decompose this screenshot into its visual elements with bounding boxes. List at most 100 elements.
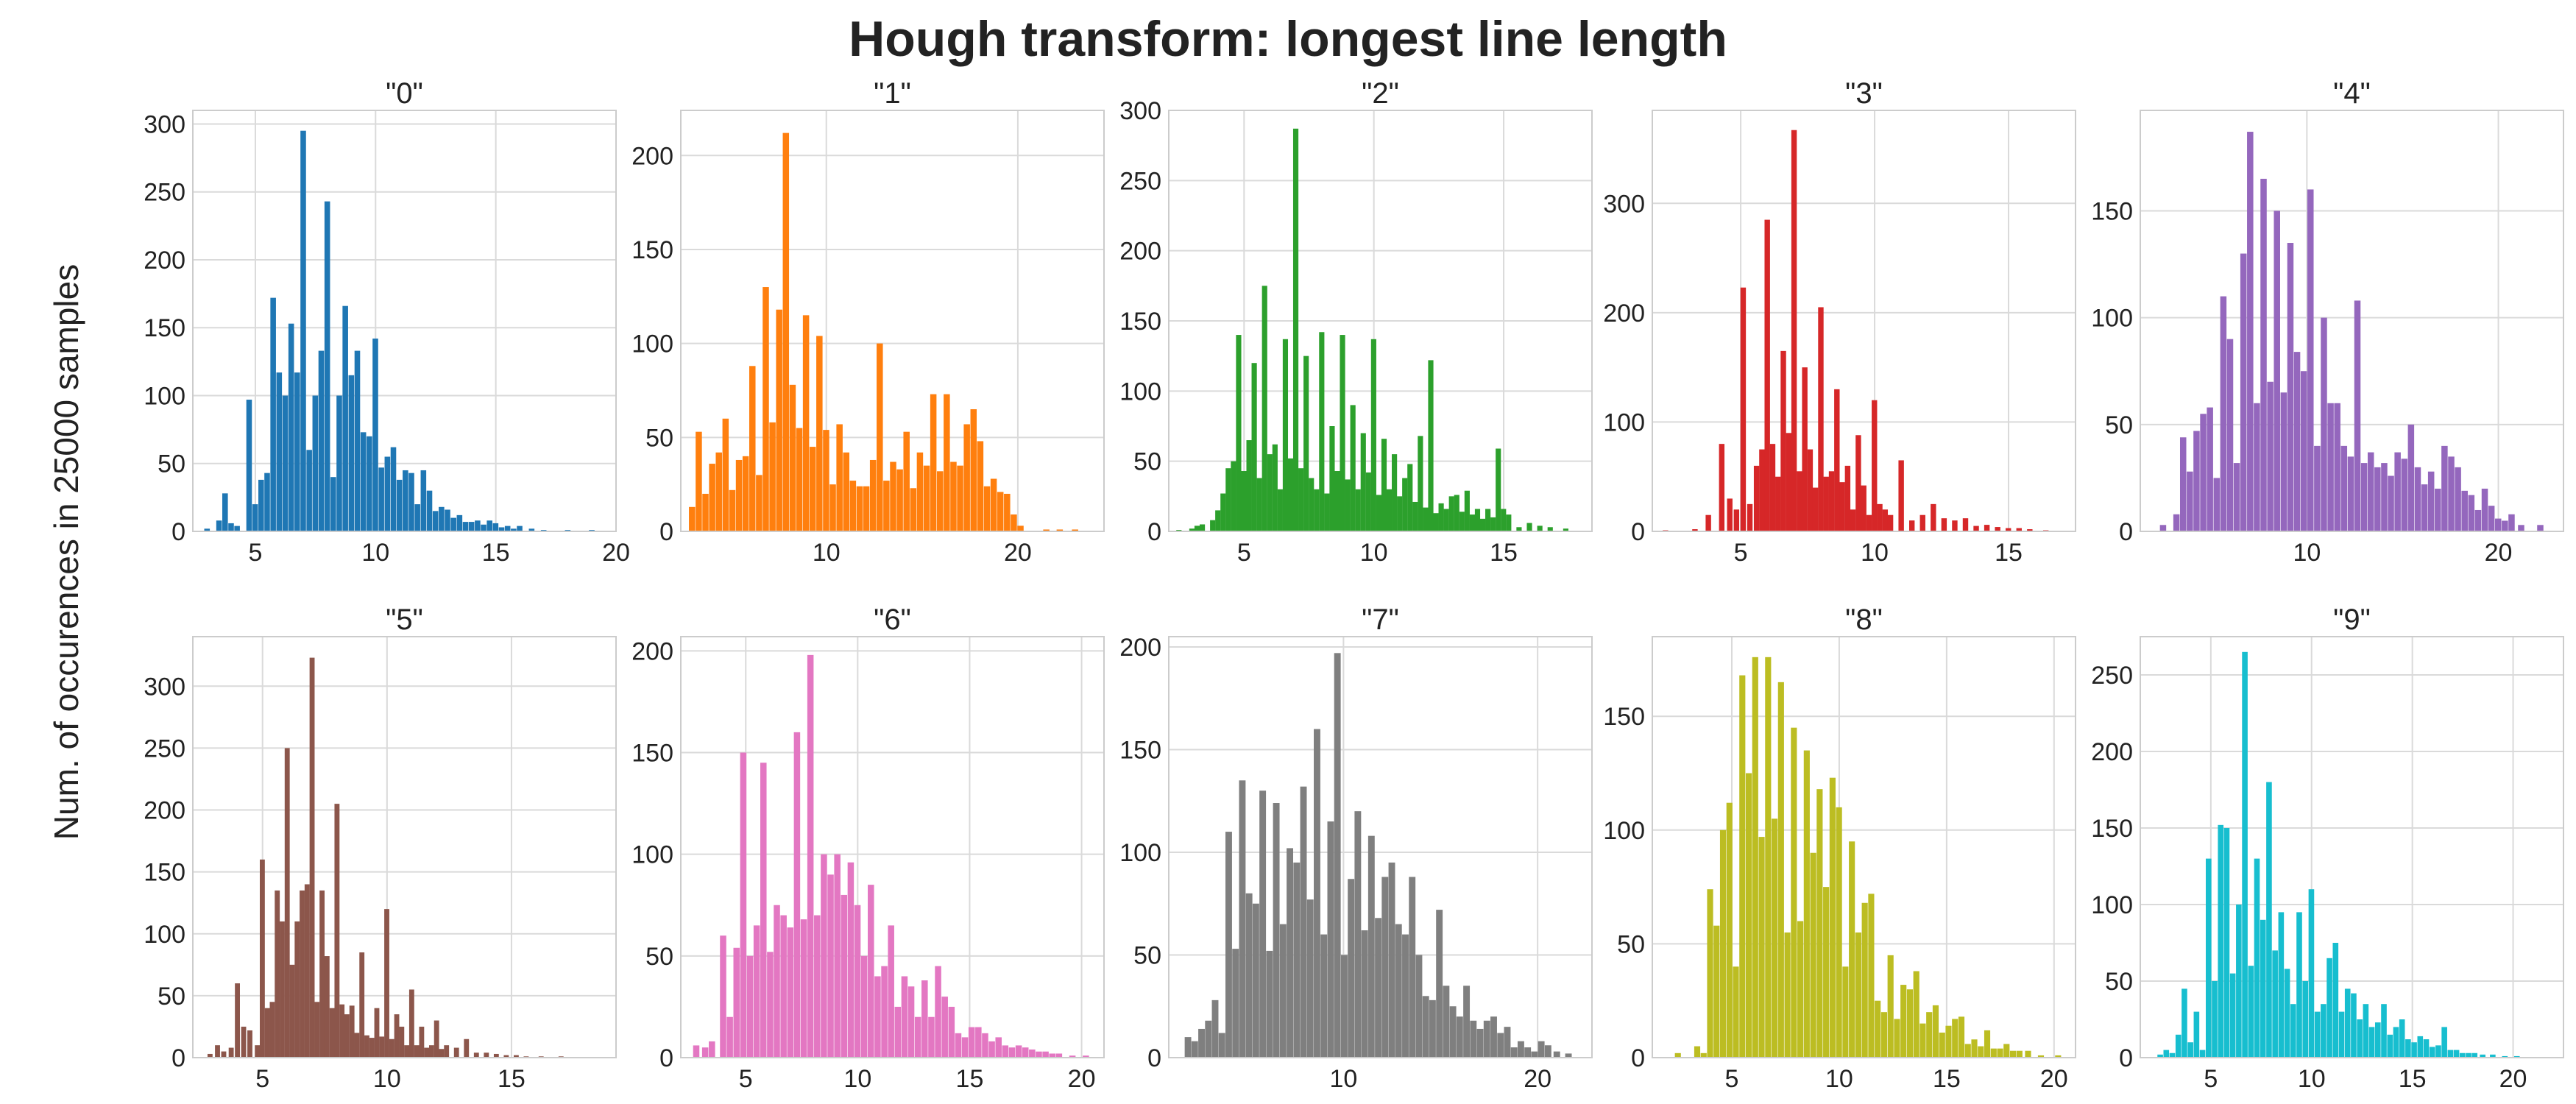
histogram-bar [1700,1052,1707,1058]
histogram-bar [821,854,827,1058]
histogram-bar [1855,932,1861,1058]
histogram-bar [473,1052,479,1058]
histogram-bar [1692,529,1698,531]
histogram-bar [1524,1047,1532,1058]
histogram-bar [1292,128,1299,532]
histogram-bar [342,305,348,531]
histogram-bar [1287,848,1293,1058]
histogram-bar [1861,485,1866,531]
histogram-bar [2182,988,2187,1058]
histogram-bar [888,925,894,1058]
histogram-bar [2213,478,2221,531]
histogram-bar [968,1027,975,1058]
histogram-bar [854,905,861,1058]
histogram-bar [950,461,957,531]
y-tick-label: 200 [144,247,185,275]
histogram-bar [1309,478,1314,531]
histogram-bar [944,394,950,531]
histogram-bar [1816,789,1823,1058]
histogram-bar [2399,1019,2405,1058]
histogram-bar [2016,1050,2023,1058]
histogram-bar [1298,468,1304,531]
y-tick-label: 100 [1119,378,1161,406]
histogram-bar [1797,471,1802,531]
histogram-bar [901,976,908,1058]
histogram-bar [930,394,937,531]
histogram-bar [228,1047,234,1058]
histogram-bar [749,366,756,531]
histogram-bar [2300,371,2307,531]
histogram-bar [1952,520,1958,531]
histogram-bar [1215,510,1221,531]
histogram-bar [2003,1044,2010,1058]
histogram-bar [2159,525,2167,531]
histogram-bar [330,477,336,531]
histogram-bar [1381,877,1389,1058]
histogram-bar [2175,1034,2182,1058]
x-tick-label: 15 [2399,1065,2427,1093]
histogram-bar [1978,1046,1984,1058]
histogram-bar [1319,332,1325,531]
histogram-bar [1563,528,1568,531]
histogram-bar [348,375,355,531]
histogram-bar [907,986,915,1058]
axes-frame [1168,636,1593,1058]
histogram-bar [1887,955,1894,1058]
histogram-bar [1194,526,1200,531]
histogram-bar [2236,905,2242,1058]
y-tick-label: 200 [1119,634,1161,662]
histogram-bar [807,654,814,1058]
histogram-bar [2448,456,2455,531]
histogram-bar [349,1005,355,1058]
histogram-bar [1753,465,1760,531]
histogram-bar [2302,981,2309,1058]
histogram-bar [424,1047,430,1058]
x-tick-label: 20 [2040,1065,2068,1093]
histogram-bar [1429,999,1436,1058]
histogram-bar [360,432,367,531]
histogram-bar [836,424,843,531]
histogram-bar [1765,657,1772,1058]
histogram-bar [1454,495,1459,531]
histogram-bar [1300,786,1307,1058]
histogram-bar [1531,1051,1538,1058]
histogram-bar [1906,989,1914,1058]
histogram-bar [1360,433,1366,531]
histogram-bar [408,473,414,531]
histogram-bar [2407,424,2415,531]
y-tick-label: 50 [2105,968,2133,996]
y-tick-label: 100 [631,330,673,358]
histogram-bar [916,452,924,531]
histogram-bar [1273,803,1280,1058]
histogram-bar [1850,509,1856,531]
histogram-bar [2405,1039,2411,1058]
histogram-bar [2423,1039,2430,1058]
panel-title: "9" [2333,604,2371,636]
histogram-bar [339,1004,345,1058]
histogram-bar [910,488,917,531]
histogram-bar [2393,1027,2399,1058]
histogram-bar [1483,1020,1490,1058]
histogram-bar [289,964,295,1058]
histogram-bar [1306,899,1314,1058]
y-tick-label: 50 [645,424,673,452]
histogram-bar [2461,490,2468,531]
histogram-bar [1267,454,1273,531]
histogram-bar [2055,1055,2062,1058]
panel-title: "3" [1845,77,1883,110]
histogram-bar [2347,456,2354,531]
histogram-bar [399,1026,405,1058]
histogram-bar [733,947,740,1058]
histogram-bar [742,456,749,531]
histogram-bar [1036,1051,1042,1058]
y-tick-label: 150 [631,236,673,264]
y-tick-label: 50 [158,450,185,478]
x-tick-label: 10 [1861,539,1889,567]
histogram-bar [883,481,890,531]
histogram-bar [903,431,910,531]
histogram-bar [276,372,283,531]
histogram-bar [2220,296,2227,531]
histogram-bar [2254,858,2260,1058]
histogram-bar [1436,910,1443,1058]
